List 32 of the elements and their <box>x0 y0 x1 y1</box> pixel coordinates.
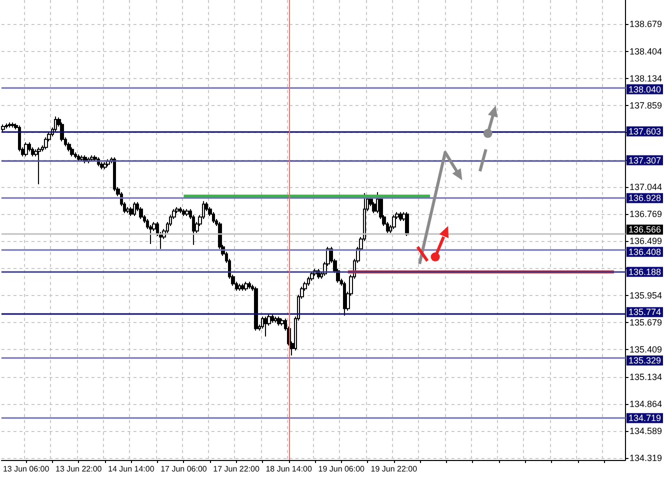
y-tick-label: 137.859 <box>629 100 662 111</box>
x-tick-label: 13 Jun 06:00 <box>2 464 50 474</box>
y-tick-label: 136.769 <box>629 209 662 220</box>
y-tick-label: 134.589 <box>629 426 662 436</box>
y-tick-label: 135.409 <box>629 344 662 355</box>
ref-line-label: 137.603 <box>628 126 662 136</box>
y-tick-label: 138.679 <box>629 18 662 29</box>
ref-line-label: 135.774 <box>628 307 662 318</box>
y-tick-label: 134.319 <box>629 453 662 464</box>
x-tick-label: 18 Jun 14:00 <box>266 464 312 474</box>
y-tick-label: 135.954 <box>629 290 662 300</box>
y-tick-label: 134.864 <box>629 398 662 409</box>
ref-line-label: 137.307 <box>628 155 662 166</box>
ref-line-label: 134.719 <box>628 413 662 424</box>
y-tick-label: 138.404 <box>629 46 662 56</box>
x-tick-label: 14 Jun 14:00 <box>108 464 155 474</box>
x-tick-label: 19 Jun 06:00 <box>318 464 366 474</box>
ref-line-label: 135.329 <box>628 355 662 366</box>
x-tick-label: 17 Jun 22:00 <box>213 464 260 474</box>
y-tick-label: 137.044 <box>629 182 662 192</box>
y-tick-label: 135.679 <box>629 318 662 328</box>
y-tick-label: 135.134 <box>629 372 662 382</box>
ref-line-label: 136.566 <box>628 224 662 235</box>
x-tick-label: 17 Jun 06:00 <box>160 464 208 474</box>
ref-line-label: 138.040 <box>628 84 662 94</box>
ref-line-label: 136.928 <box>628 193 662 204</box>
ref-line-label: 136.408 <box>628 246 662 257</box>
x-tick-label: 19 Jun 22:00 <box>370 464 418 474</box>
y-tick-label: 138.134 <box>629 73 662 84</box>
y-tick-label: 136.499 <box>629 236 662 246</box>
x-tick-label: 13 Jun 22:00 <box>55 464 102 474</box>
ref-line-label: 136.188 <box>628 266 662 277</box>
